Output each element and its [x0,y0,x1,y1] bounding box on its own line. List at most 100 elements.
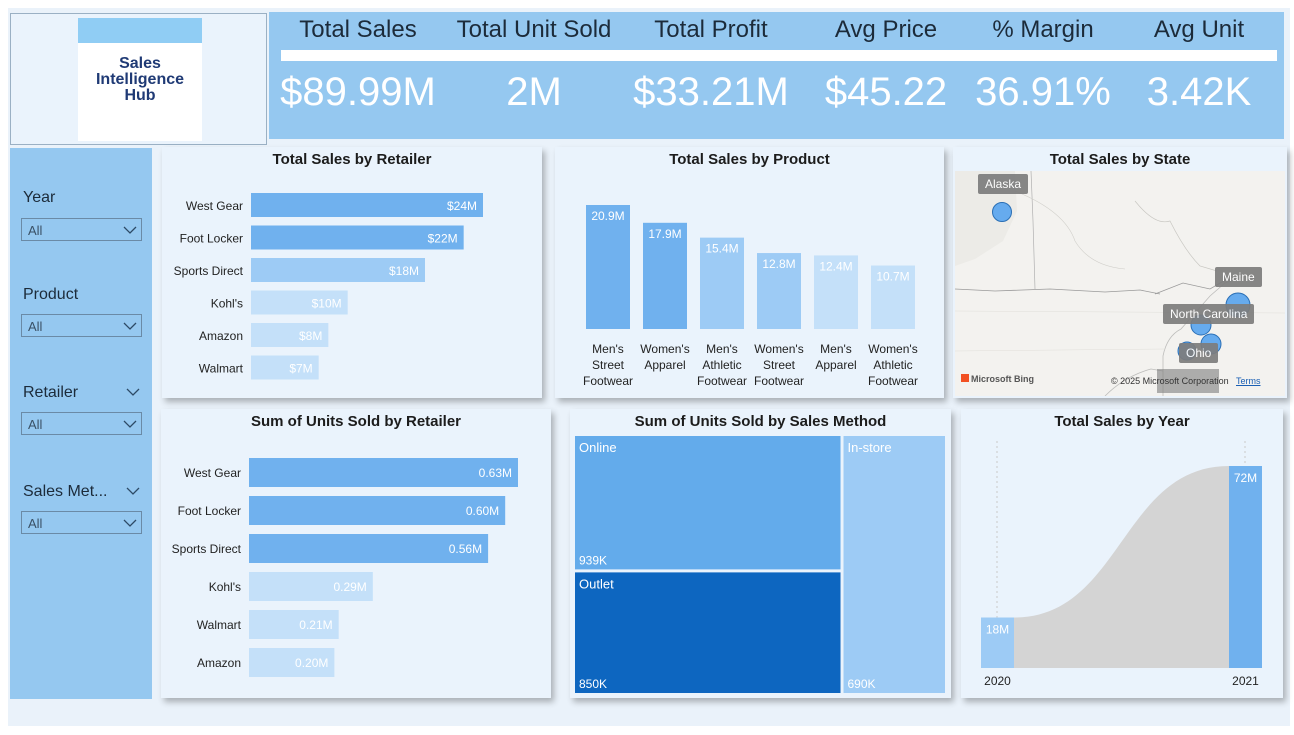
kpi-avg-unit-value: 3.42K [1146,70,1252,114]
sales-bar-label-walmart: $7M [289,362,312,376]
sales-by-state-title: Total Sales by State [1049,151,1191,168]
product-tick-men-s-athletic-footwear-0: Men's [706,342,738,356]
logo-line-3: Hub [124,87,156,104]
product-tick-women-s-athletic-footwear-1: Athletic [873,358,912,372]
sales-bar-label-foot-locker: $22M [428,232,458,246]
units-retailer-label-west-gear: West Gear [184,466,241,480]
treemap-value-online: 939K [579,553,607,567]
logo-text: Sales Intelligence Hub [78,56,202,104]
retailer-slicer-dropdown[interactable]: All [21,412,142,435]
year-tick-2021: 2021 [1232,674,1259,688]
product-bar-men-s-athletic-footwear [700,237,744,329]
sales-by-year-title: Total Sales by Year [1054,413,1190,430]
product-tick-women-s-street-footwear-1: Street [763,358,796,372]
map-terms-link[interactable]: Terms [1236,376,1261,386]
chevron-down-icon [123,226,137,234]
kpi-margin-value: 36.91% [975,70,1111,114]
logo-band [78,18,202,43]
kpi-avg-price-value: $45.22 [824,70,948,114]
treemap-label-online: Online [579,440,617,455]
sales-by-retailer-chart: Total Sales by Retailer West Gear $24M Foo… [162,147,542,398]
product-bar-label-men-s-apparel: 12.4M [819,259,852,273]
units-by-retailer-chart: Sum of Units Sold by Retailer West Gear 0… [161,409,551,698]
treemap-tile-in-store [843,436,945,693]
treemap-value-outlet: 850K [579,677,607,691]
chevron-down-icon[interactable] [126,487,140,495]
chevron-down-icon [123,420,137,428]
kpi-margin-label: % Margin [992,16,1094,43]
product-bar-label-women-s-apparel: 17.9M [648,227,681,241]
chevron-down-icon [123,519,137,527]
kpi-avg-price-label: Avg Price [834,16,938,43]
product-slicer-label: Product [23,286,79,303]
retailer-label-sports-direct: Sports Direct [174,264,244,278]
filter-sidebar: Year All Product All Retailer All Sales … [10,148,152,699]
units-bar-walmart [249,610,339,639]
kpi-strip: Total Sales Total Unit Sold Total Profit… [269,12,1284,139]
kpi-total-sales-label: Total Sales [299,16,417,43]
sales-method-slicer-value: All [28,516,43,531]
retailer-label-west-gear: West Gear [186,199,243,213]
sales-bar-kohl-s [251,290,348,315]
units-retailer-label-kohl-s: Kohl's [209,580,241,594]
units-by-sales-method-plot: Online 939K Outlet 850K In-store 690K [575,436,945,693]
kpi-total-profit-value: $33.21M [633,70,789,114]
units-bar-west-gear [249,458,518,487]
units-bar-label-foot-locker: 0.60M [466,504,499,518]
year-slicer-value: All [28,223,43,238]
units-bar-label-west-gear: 0.63M [479,466,512,480]
product-tick-men-s-athletic-footwear-1: Athletic [702,358,741,372]
product-bar-men-s-street-footwear [586,205,630,329]
chevron-down-icon[interactable] [126,388,140,396]
sales-by-retailer-title: Total Sales by Retailer [272,151,432,168]
units-retailer-label-amazon: Amazon [197,656,241,670]
retailer-label-foot-locker: Foot Locker [180,232,243,246]
product-slicer-value: All [28,319,43,334]
year-ribbon [1014,466,1229,668]
units-bar-amazon [249,648,335,677]
product-bar-women-s-apparel [643,222,687,329]
map-attribution: © 2025 Microsoft Corporation [1111,376,1229,386]
treemap-label-in-store: In-store [848,440,892,455]
product-bar-label-men-s-street-footwear: 20.9M [591,209,624,223]
product-tick-men-s-athletic-footwear-2: Footwear [697,374,747,388]
product-bar-label-women-s-street-footwear: 12.8M [762,257,795,271]
sales-by-product-title: Total Sales by Product [669,151,830,168]
sales-bar-foot-locker [251,225,464,250]
sales-bar-label-kohl-s: $10M [312,297,342,311]
map-label-alaska: Alaska [978,174,1029,194]
units-bar-foot-locker [249,496,506,525]
year-bar-2021 [1229,466,1262,668]
retailer-label-walmart: Walmart [199,362,244,376]
product-tick-men-s-street-footwear-0: Men's [592,342,624,356]
product-tick-women-s-apparel-0: Women's [640,342,689,356]
sales-method-slicer-dropdown[interactable]: All [21,511,142,534]
sales-bar-label-amazon: $8M [299,329,322,343]
kpi-avg-unit-label: Avg Unit [1153,16,1245,43]
product-tick-men-s-street-footwear-2: Footwear [583,374,633,388]
units-retailer-label-foot-locker: Foot Locker [178,504,241,518]
year-tick-2020: 2020 [984,674,1011,688]
units-bar-label-kohl-s: 0.29M [333,580,366,594]
year-bar-2020 [981,617,1014,668]
sales-by-state-map[interactable]: Alaska Maine North Carolina Ohio Microso… [955,171,1285,396]
kpi-total-unit-sold-label: Total Unit Sold [456,16,612,43]
map-label-north-carolina: North Carolina [1163,304,1255,324]
sales-bar-amazon [251,323,329,347]
sales-by-retailer-plot: West Gear $24M Foot Locker $22M Sports Direc… [174,193,483,380]
product-bar-label-women-s-athletic-footwear: 10.7M [876,270,909,284]
units-by-sales-method-title: Sum of Units Sold by Sales Method [634,413,887,430]
units-bar-label-walmart: 0.21M [299,618,332,632]
year-bar-label-2021: 72M [1234,471,1257,485]
product-tick-women-s-athletic-footwear-2: Footwear [868,374,918,388]
year-slicer-dropdown[interactable]: All [21,218,142,241]
treemap-tile-online [575,436,841,570]
chevron-down-icon [123,322,137,330]
product-tick-women-s-apparel-1: Apparel [644,358,685,372]
treemap-value-in-store: 690K [848,677,876,691]
map-label-ohio: Ohio [1179,343,1219,363]
product-bar-women-s-athletic-footwear [871,265,915,329]
product-slicer-dropdown[interactable]: All [21,314,142,337]
sales-bar-label-sports-direct: $18M [389,264,419,278]
logo-panel: Sales Intelligence Hub [10,13,267,145]
